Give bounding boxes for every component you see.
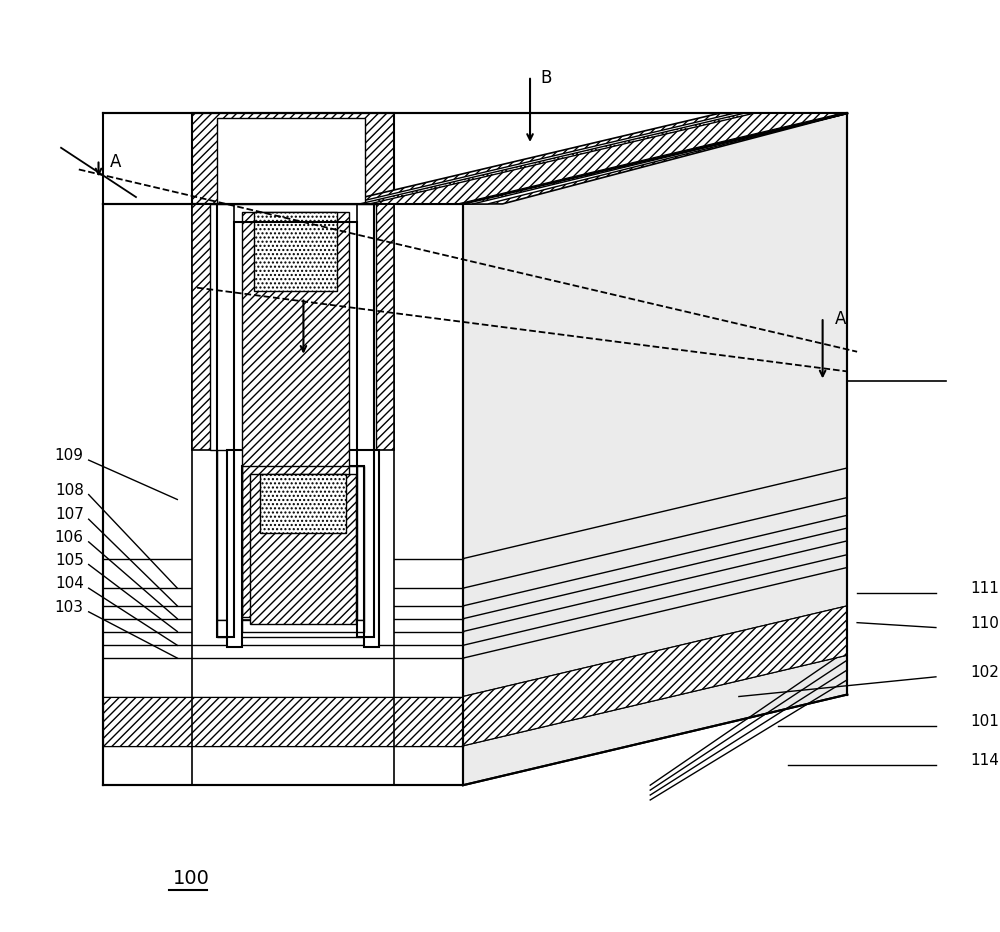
Polygon shape [335,114,847,204]
Polygon shape [463,606,847,746]
Polygon shape [217,204,234,620]
Polygon shape [250,473,356,624]
Text: 105: 105 [55,553,84,568]
Text: A: A [110,153,122,171]
Polygon shape [463,114,847,785]
Polygon shape [192,204,394,637]
Polygon shape [357,204,374,620]
Polygon shape [103,204,463,785]
Polygon shape [360,114,847,204]
Polygon shape [217,620,374,637]
Text: 107: 107 [55,507,84,522]
Text: 100: 100 [172,869,209,887]
Polygon shape [227,450,379,647]
Polygon shape [103,114,847,204]
Polygon shape [192,204,394,450]
Polygon shape [369,114,842,204]
Polygon shape [103,696,463,746]
Polygon shape [254,212,337,291]
Text: 111: 111 [970,581,999,596]
Text: B: B [540,69,551,87]
Text: 102: 102 [970,665,999,679]
Text: 101: 101 [970,714,999,729]
Text: 103: 103 [55,600,84,615]
Polygon shape [242,212,349,617]
Text: 108: 108 [55,483,84,498]
Polygon shape [210,204,376,450]
Polygon shape [217,118,365,204]
Polygon shape [350,114,847,204]
Text: 109: 109 [55,448,84,463]
Polygon shape [192,114,394,204]
Text: 114: 114 [970,753,999,769]
Text: 104: 104 [55,576,84,591]
Text: 110: 110 [970,615,999,631]
Text: 106: 106 [55,530,84,545]
Polygon shape [260,473,346,533]
Text: A: A [834,310,846,328]
